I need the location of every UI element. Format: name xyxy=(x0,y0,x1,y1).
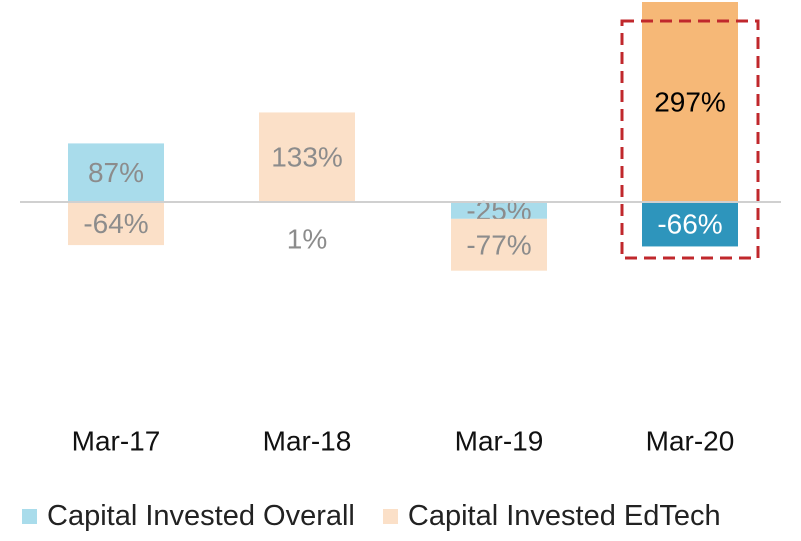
bar-edtech-mar-20 xyxy=(642,2,738,202)
x-tick-label-mar-19: Mar-19 xyxy=(455,426,544,457)
legend-label-edtech: Capital Invested EdTech xyxy=(407,500,721,532)
bar-overall-mar-19 xyxy=(451,202,547,219)
x-tick-label-mar-17: Mar-17 xyxy=(72,426,161,457)
data-label-edtech-mar-20: 297% xyxy=(654,87,726,118)
legend-swatch-overall xyxy=(22,509,37,524)
data-label-overall-mar-20: -66% xyxy=(657,209,722,240)
bar-overall-mar-17 xyxy=(68,143,164,202)
chart-svg: 87%-25% -66%-64%133%-77%297%1%Mar-17 Mar-1… xyxy=(20,2,781,457)
data-label-edtech-mar-19: -77% xyxy=(466,229,531,260)
legend: Capital Invested Overall Capital Investe… xyxy=(22,500,749,533)
x-tick-label-mar-20: Mar-20 xyxy=(646,426,735,457)
legend-item-overall: Capital Invested Overall xyxy=(22,500,355,533)
legend-swatch-edtech xyxy=(382,509,398,524)
highlight-box xyxy=(620,19,760,260)
data-label-extra-mar-18: 1% xyxy=(287,224,327,255)
bar-edtech-mar-17 xyxy=(68,202,164,246)
data-label-overall-mar-17: 87% xyxy=(88,157,144,188)
legend-label-overall: Capital Invested Overall xyxy=(47,500,355,532)
bar-overall-mar-20 xyxy=(642,202,738,247)
data-label-edtech-mar-18: 133% xyxy=(271,142,343,173)
x-tick-label-mar-18: Mar-18 xyxy=(263,426,352,457)
bar-edtech-mar-19 xyxy=(451,218,547,271)
bar-edtech-mar-18 xyxy=(259,112,355,202)
data-label-edtech-mar-17: -64% xyxy=(83,208,148,239)
legend-item-edtech: Capital Invested EdTech xyxy=(382,500,721,533)
